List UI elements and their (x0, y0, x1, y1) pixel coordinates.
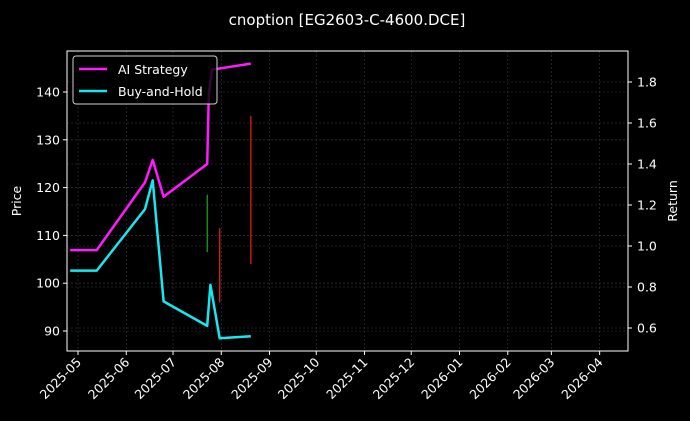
legend-box (72, 55, 218, 105)
y2-tick-label: 1.8 (637, 75, 657, 90)
right-axis-ticks: 0.6 0.8 1.0 1.2 1.4 1.6 1.8 (628, 75, 657, 336)
x-tick-label: 2025-12 (370, 355, 418, 403)
y2-tick-label: 1.4 (637, 157, 657, 172)
y2-tick-label: 1.6 (637, 116, 657, 131)
x-axis-ticks: 2025-05 2025-06 2025-07 2025-08 2025-09 2025-… (37, 351, 606, 402)
x-tick-label: 2026-01 (418, 355, 466, 403)
y-tick-label: 130 (36, 132, 60, 147)
left-axis-ticks: 90 100 110 120 130 140 (36, 85, 67, 339)
price-bars (206, 115, 252, 303)
y-tick-label: 140 (36, 85, 60, 100)
y2-tick-label: 1.0 (637, 239, 657, 254)
chart-title: cnoption [EG2603-C-4600.DCE] (229, 11, 466, 29)
y2-tick-label: 0.8 (637, 280, 657, 295)
legend-label-ai-strategy: AI Strategy (118, 62, 188, 77)
legend: AI Strategy Buy-and-Hold (72, 55, 218, 105)
x-tick-label: 2026-03 (510, 355, 558, 403)
x-tick-label: 2026-04 (558, 354, 606, 402)
legend-label-buy-and-hold: Buy-and-Hold (118, 84, 203, 99)
x-tick-label: 2025-11 (323, 355, 371, 403)
x-tick-label: 2025-09 (228, 354, 276, 402)
y-tick-label: 110 (36, 228, 60, 243)
x-tick-label: 2025-08 (180, 354, 228, 402)
x-tick-label: 2025-06 (85, 354, 133, 402)
series-lines (70, 62, 251, 340)
x-tick-label: 2025-05 (37, 355, 85, 403)
x-tick-label: 2025-07 (132, 355, 180, 403)
y-tick-label: 100 (36, 276, 60, 291)
y2-tick-label: 1.2 (637, 198, 657, 213)
y-tick-label: 120 (36, 180, 60, 195)
y-tick-label: 90 (44, 324, 60, 339)
grid-lines (67, 51, 628, 351)
y2-tick-label: 0.6 (637, 321, 657, 336)
y-axis-label: Price (9, 185, 24, 216)
x-tick-label: 2025-10 (275, 354, 323, 402)
plot-frame (66, 50, 629, 352)
x-tick-label: 2026-02 (466, 355, 514, 403)
series-line-buy-and-hold (70, 179, 251, 340)
y2-axis-label: Return (665, 180, 680, 221)
